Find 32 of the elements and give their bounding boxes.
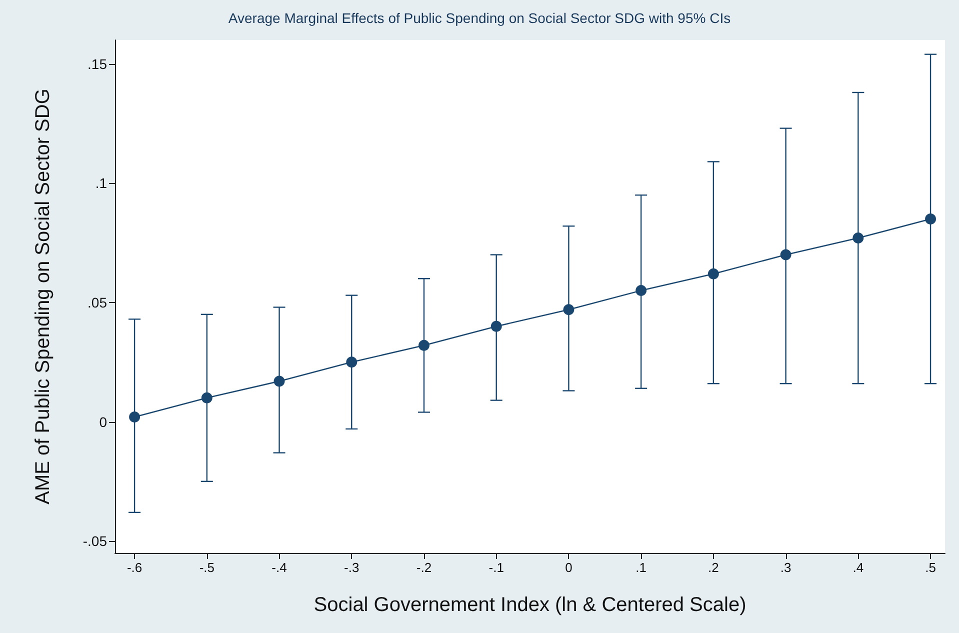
point xyxy=(563,304,574,316)
point xyxy=(201,392,212,404)
x-tick-label: -.1 xyxy=(488,560,504,575)
x-tick-label: -.6 xyxy=(126,560,142,575)
point xyxy=(780,249,792,260)
point xyxy=(636,285,647,296)
point xyxy=(346,356,358,368)
point xyxy=(490,320,502,332)
point xyxy=(852,232,864,244)
point xyxy=(274,376,285,387)
x-axis-title: Social Governement Index (ln & Centered Scale) xyxy=(314,594,746,616)
y-tick-label: .1 xyxy=(95,175,108,192)
point xyxy=(708,268,719,280)
point xyxy=(418,340,430,351)
chart-title: Average Marginal Effects of Public Spending on Social Sector SDG with 95% CIs xyxy=(228,10,731,26)
x-tick-label: 0 xyxy=(565,560,572,575)
y-axis-title: AME of Public Spending on Social Sector SDG xyxy=(32,88,54,504)
x-tick-label: .3 xyxy=(780,560,792,575)
point xyxy=(925,213,936,224)
x-tick-label: .1 xyxy=(636,560,646,575)
x-tick-label: .4 xyxy=(852,560,864,575)
x-tick-label: -.4 xyxy=(272,560,287,575)
y-tick-label: .15 xyxy=(88,56,108,72)
point xyxy=(129,412,140,422)
x-tick-label: -.5 xyxy=(199,560,214,575)
x-tick-label: -.2 xyxy=(416,560,432,575)
y-tick-label: .05 xyxy=(88,294,108,310)
y-tick-label: -.05 xyxy=(82,533,108,550)
x-tick-label: -.3 xyxy=(344,560,360,575)
y-tick-label: 0 xyxy=(99,414,108,430)
x-tick-label: .2 xyxy=(708,560,719,575)
x-tick-label: .5 xyxy=(925,560,936,575)
